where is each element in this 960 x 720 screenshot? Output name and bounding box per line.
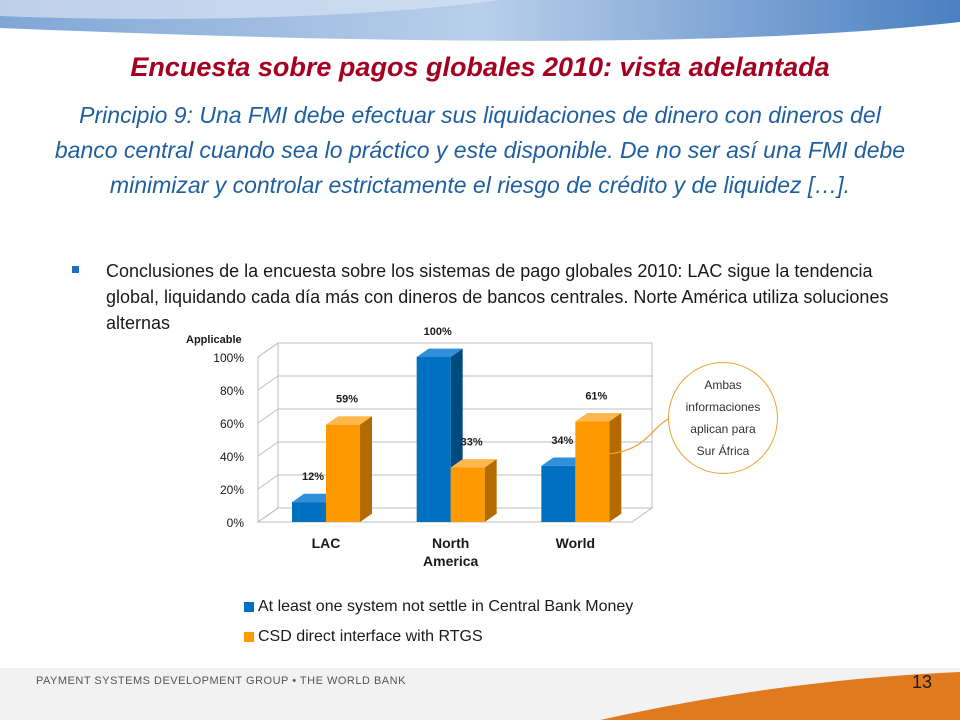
y-axis-label: Applicable bbox=[186, 334, 242, 346]
bar bbox=[541, 465, 576, 522]
page-number: 13 bbox=[912, 672, 933, 692]
bar bbox=[292, 502, 326, 522]
y-tick-label: 40% bbox=[220, 450, 244, 464]
gridline bbox=[257, 474, 652, 490]
x-tick-label: North bbox=[432, 535, 469, 551]
legend-swatch-blue bbox=[244, 601, 254, 612]
bullet-square-icon bbox=[72, 266, 79, 273]
y-tick-label: 80% bbox=[220, 384, 244, 398]
data-label: 59% bbox=[336, 394, 358, 406]
footer-org-text: PAYMENT SYSTEMS DEVELOPMENT GROUP • THE … bbox=[36, 675, 406, 687]
bar-top bbox=[450, 459, 497, 468]
data-label: 33% bbox=[461, 437, 483, 449]
gridline bbox=[257, 408, 652, 424]
bar-side bbox=[360, 416, 372, 522]
legend-item-orange: CSD direct interface with RTGS bbox=[244, 628, 633, 658]
bar-side bbox=[609, 412, 622, 522]
data-label: 61% bbox=[585, 390, 607, 402]
bullet-text: Conclusiones de la encuesta sobre los si… bbox=[106, 261, 889, 333]
x-tick-label: America bbox=[423, 553, 478, 569]
y-tick-label: 100% bbox=[213, 351, 244, 365]
y-tick-label: 0% bbox=[227, 516, 245, 530]
bar bbox=[575, 421, 610, 522]
legend-item-blue: At least one system not settle in Centra… bbox=[244, 598, 633, 628]
gridline bbox=[257, 375, 652, 391]
legend-swatch-orange bbox=[244, 631, 254, 642]
callout-text: Ambas informaciones aplican para Sur Áfr… bbox=[685, 378, 761, 458]
x-tick-label: LAC bbox=[312, 535, 341, 551]
slide-title: Encuesta sobre pagos globales 2010: vist… bbox=[130, 52, 830, 82]
slide-subtitle: Principio 9: Una FMI debe efectuar sus l… bbox=[54, 102, 906, 198]
bar bbox=[326, 424, 360, 522]
gridline bbox=[257, 342, 652, 358]
chart-legend: At least one system not settle in Centra… bbox=[244, 598, 633, 658]
chart-side-wall bbox=[257, 342, 279, 523]
y-tick-label: 60% bbox=[220, 417, 244, 431]
callout-bubble: Ambas informaciones aplican para Sur Áfr… bbox=[668, 362, 778, 474]
data-label: 100% bbox=[424, 326, 452, 338]
bar-top bbox=[326, 416, 372, 425]
data-label: 34% bbox=[551, 435, 573, 447]
x-tick-label: World bbox=[556, 535, 595, 551]
bar-top bbox=[416, 348, 463, 357]
gridline bbox=[257, 441, 652, 457]
legend-label: At least one system not settle in Centra… bbox=[258, 598, 634, 615]
y-tick-label: 20% bbox=[220, 483, 244, 497]
legend-label: CSD direct interface with RTGS bbox=[258, 628, 483, 645]
bar bbox=[450, 467, 485, 522]
bar bbox=[416, 357, 451, 522]
bar-side bbox=[484, 459, 497, 522]
footer-bar bbox=[0, 668, 960, 720]
bar-top bbox=[575, 412, 622, 422]
data-label: 12% bbox=[302, 471, 324, 483]
callout-connector bbox=[607, 417, 671, 455]
gridline bbox=[257, 507, 652, 523]
header-banner bbox=[0, 0, 960, 52]
